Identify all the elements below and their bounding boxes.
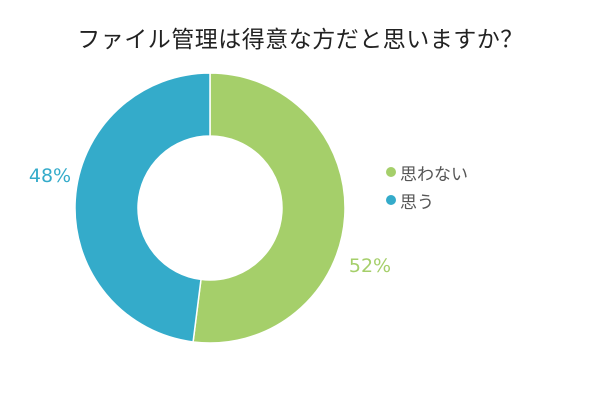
chart-title: ファイル管理は得意な方だと思いますか？ (77, 27, 524, 53)
slice-omou (74, 72, 211, 343)
legend-item-omou: 思う (386, 186, 468, 214)
data-label-omou: 48% (29, 165, 71, 187)
legend-label-omowanai: 思わない (400, 164, 468, 185)
slice-omowanai (192, 72, 346, 344)
legend-item-omowanai: 思わない (386, 158, 468, 186)
legend-marker-omou (386, 195, 396, 205)
legend: 思わない 思う (386, 158, 468, 214)
legend-marker-omowanai (386, 167, 396, 177)
legend-label-omou: 思う (400, 192, 434, 213)
data-label-omowanai: 52% (349, 255, 391, 277)
